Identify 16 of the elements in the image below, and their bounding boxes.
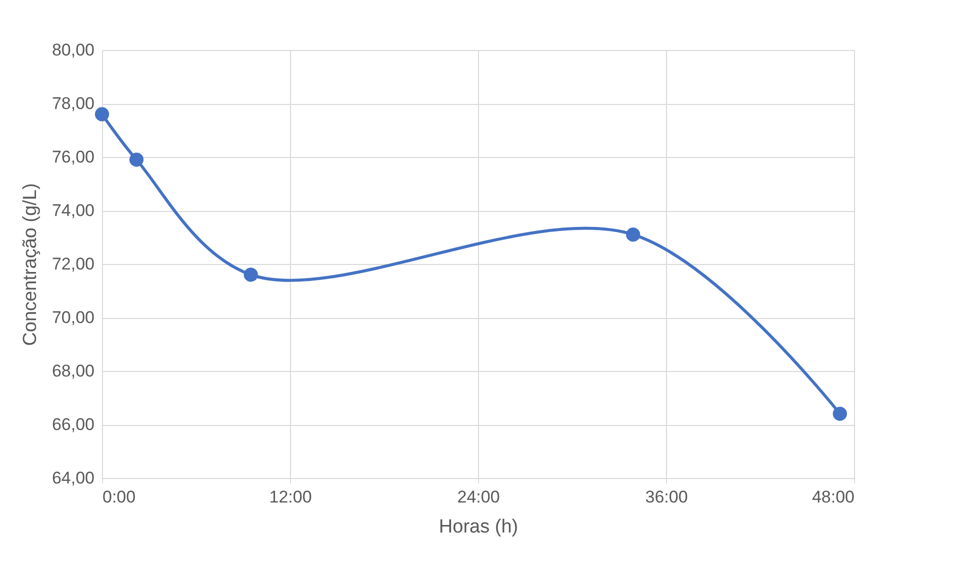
x-tick-label: 0:00 <box>102 488 136 506</box>
y-tick-label: 80,00 <box>52 40 94 60</box>
x-axis-title: Horas (h) <box>438 516 518 538</box>
x-tick-label: 48:00 <box>812 488 854 506</box>
y-tick-label: 64,00 <box>52 468 94 488</box>
y-tick-label: 76,00 <box>52 148 94 166</box>
y-tick-label: 66,00 <box>52 415 94 434</box>
x-tick-label: 36:00 <box>645 488 688 506</box>
y-tick-label: 68,00 <box>52 362 94 380</box>
y-tick-label: 70,00 <box>52 308 94 327</box>
y-tick-label: 78,00 <box>52 94 94 113</box>
x-tick-label: 12:00 <box>269 488 312 506</box>
y-tick-label: 74,00 <box>52 201 94 220</box>
x-tick-label: 24:00 <box>457 488 500 506</box>
y-axis-title: Concentração (g/L) <box>20 183 41 346</box>
y-tick-label: 72,00 <box>52 254 94 274</box>
